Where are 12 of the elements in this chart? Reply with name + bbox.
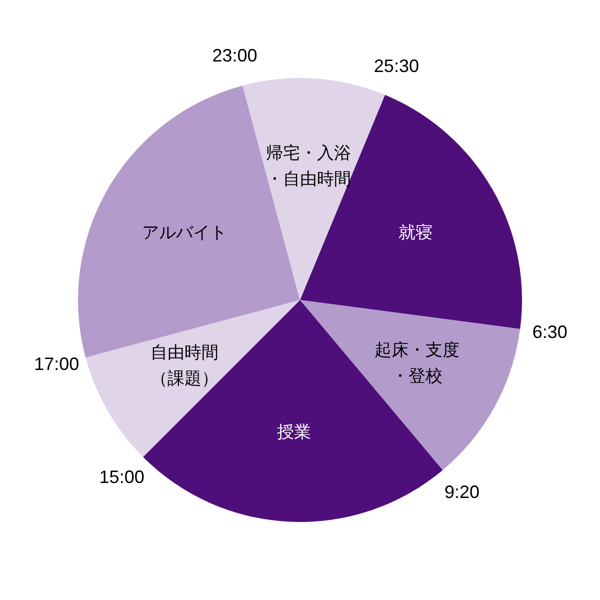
slice-label: 起床・支度・登校 bbox=[374, 340, 460, 386]
text: 6:30 bbox=[532, 322, 568, 342]
text: 17:00 bbox=[34, 354, 80, 374]
text: 23:00 bbox=[212, 46, 258, 66]
text: 25:30 bbox=[374, 56, 419, 76]
slice-label: 就寝 bbox=[398, 222, 432, 243]
slice-label: アルバイト bbox=[142, 222, 228, 243]
text: 9:20 bbox=[444, 482, 480, 502]
slice-label: 帰宅・入浴・自由時間 bbox=[266, 144, 352, 190]
slice-label: 授業 bbox=[277, 422, 312, 442]
text: 15:00 bbox=[99, 467, 144, 488]
slice-label: 自由時間（課題） bbox=[150, 343, 219, 390]
